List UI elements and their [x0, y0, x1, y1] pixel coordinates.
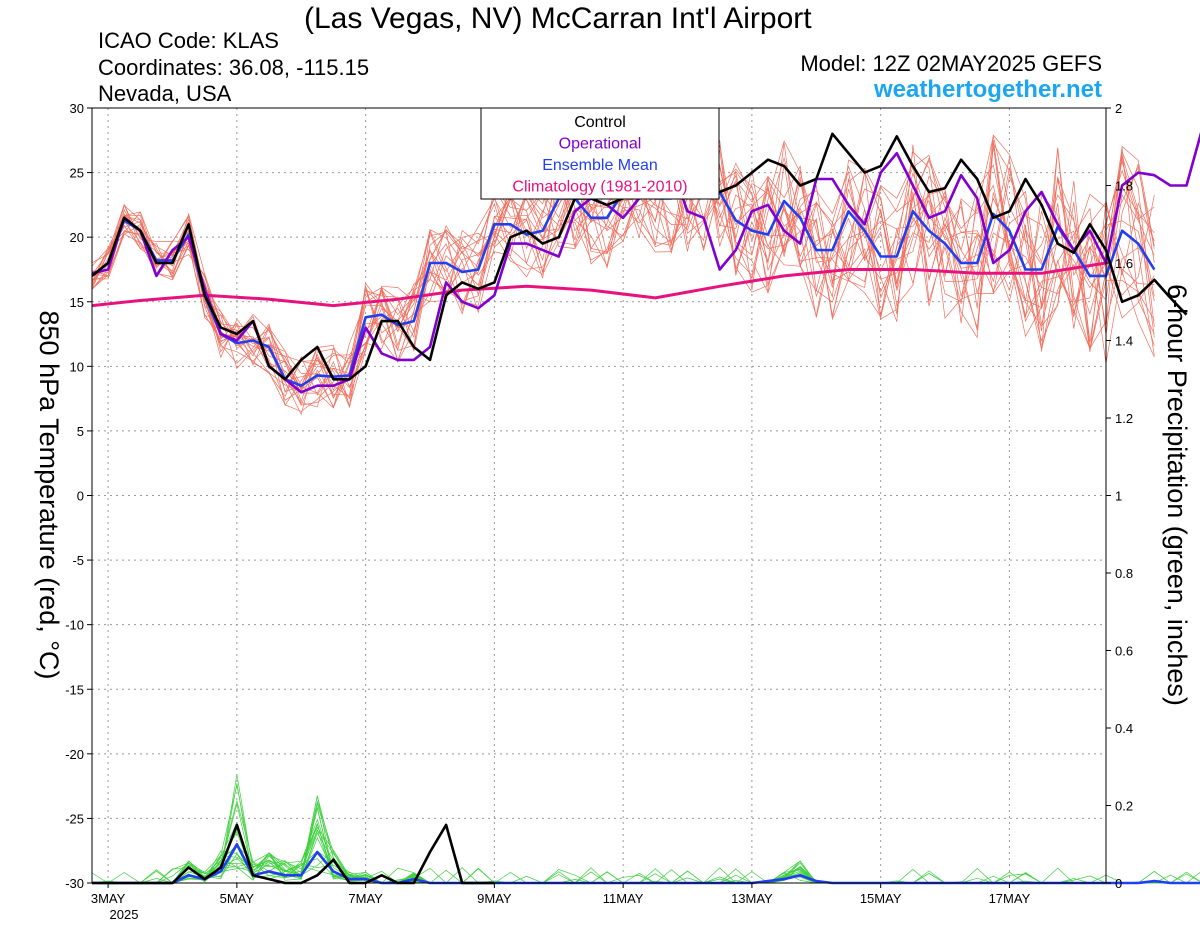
- left-axis-ticks: 30 25 20 15 10 5 0 -5 -10 -15 -20 -25 -30: [65, 101, 92, 891]
- right-axis-ticks: 2 1.8 1.6 1.4 1.2 1 0.8 0.6 0.4 0.2 0: [1106, 101, 1133, 891]
- legend-entry: Control: [574, 114, 626, 131]
- ensemble-member-lines: [91, 133, 1200, 884]
- site-link[interactable]: weathertogether.net: [873, 76, 1102, 103]
- right-tick-label: 1.8: [1115, 179, 1133, 194]
- right-tick-label: 1.6: [1115, 256, 1133, 271]
- left-tick-label: 25: [70, 166, 84, 181]
- left-tick-label: -25: [65, 811, 84, 826]
- right-tick-label: 1: [1115, 489, 1122, 504]
- x-tick-label: 15MAY: [860, 891, 902, 906]
- left-tick-label: 20: [70, 230, 84, 245]
- left-tick-label: -20: [65, 747, 84, 762]
- temp-member-line: [91, 140, 1155, 408]
- left-tick-label: -15: [65, 682, 84, 697]
- icao-code: ICAO Code: KLAS: [98, 28, 279, 53]
- right-axis-label: 6-hour Precipitation (green, inches): [1162, 284, 1192, 706]
- left-tick-label: 5: [77, 424, 84, 439]
- x-tick-label: 13MAY: [731, 891, 773, 906]
- x-tick-label: 7MAY: [348, 891, 383, 906]
- right-tick-label: 0.2: [1115, 799, 1133, 814]
- left-tick-label: 15: [70, 295, 84, 310]
- legend: Control Operational Ensemble Mean Climatolo…: [480, 107, 720, 200]
- left-tick-label: -30: [65, 876, 84, 891]
- left-tick-label: 10: [70, 359, 84, 374]
- x-tick-label: 5MAY: [220, 891, 255, 906]
- right-tick-label: 2: [1115, 101, 1122, 116]
- precip-member-line: [92, 799, 1200, 884]
- left-tick-label: 30: [70, 101, 84, 116]
- right-tick-label: 1.4: [1115, 334, 1133, 349]
- temp-member-line: [91, 145, 1155, 398]
- region: Nevada, USA: [98, 81, 232, 106]
- x-tick-label: 17MAY: [989, 891, 1031, 906]
- legend-entry: Climatology (1981-2010): [512, 179, 687, 196]
- x-axis-ticks: 3MAY 5MAY 7MAY 9MAY 11MAY 13MAY 15MAY 17MAY: [91, 883, 1031, 906]
- year-label: 2025: [110, 907, 139, 922]
- x-tick-label: 11MAY: [603, 891, 644, 906]
- legend-box: [480, 107, 720, 200]
- right-tick-label: 0.6: [1115, 644, 1133, 659]
- left-tick-label: -10: [65, 618, 84, 633]
- temp-member-line: [91, 133, 1155, 408]
- left-tick-label: 0: [77, 489, 84, 504]
- left-axis-label: 850 hPa Temperature (red, °C): [34, 311, 64, 680]
- temp-member-line: [91, 142, 1155, 406]
- right-tick-label: 0.8: [1115, 566, 1133, 581]
- legend-entry: Operational: [559, 136, 642, 153]
- model-run: Model: 12Z 02MAY2025 GEFS: [800, 51, 1102, 76]
- gridlines: [92, 108, 1106, 883]
- chart-title: (Las Vegas, NV) McCarran Int'l Airport: [304, 2, 812, 35]
- series-lines: [91, 131, 1200, 885]
- right-tick-label: 0.4: [1115, 721, 1133, 736]
- right-tick-label: 1.2: [1115, 411, 1133, 426]
- climatology-temp-line: [91, 261, 1107, 308]
- coordinates: Coordinates: 36.08, -115.15: [98, 55, 370, 80]
- right-tick-label: 0: [1115, 876, 1122, 891]
- x-tick-label: 9MAY: [477, 891, 512, 906]
- x-tick-label: 3MAY: [91, 891, 126, 906]
- legend-entry: Ensemble Mean: [542, 157, 658, 174]
- temp-member-line: [91, 140, 1155, 400]
- left-tick-label: -5: [72, 553, 84, 568]
- temp-member-line: [91, 134, 1155, 393]
